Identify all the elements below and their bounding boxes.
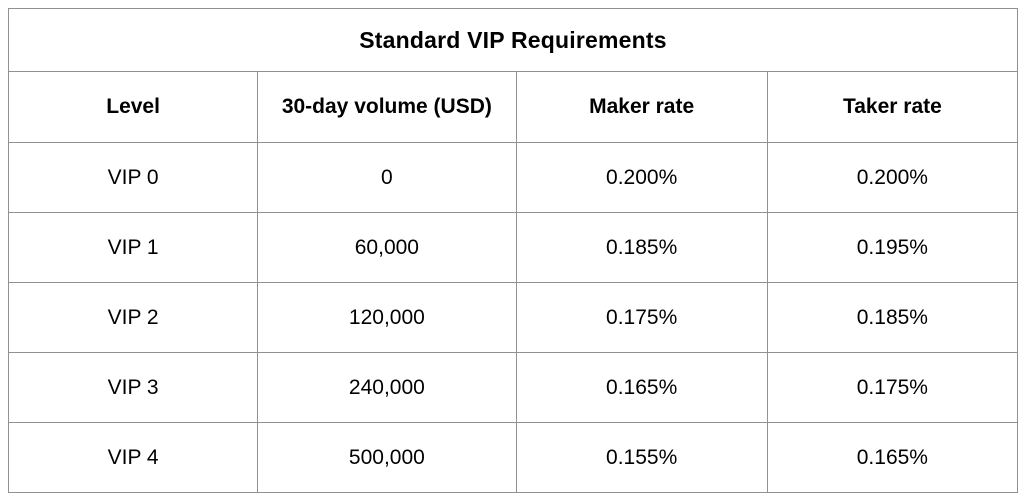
cell-maker-rate: 0.175% [515,282,768,353]
table-row-vip4: VIP 4 500,000 0.155% 0.165% [7,422,1019,493]
cell-taker-rate: 0.185% [766,282,1019,353]
column-header-taker-rate: Taker rate [766,71,1019,143]
cell-maker-rate: 0.185% [515,212,768,283]
column-header-volume: 30-day volume (USD) [257,71,517,143]
cell-taker-rate: 0.175% [766,352,1019,423]
cell-volume: 120,000 [257,282,517,353]
table-row-vip0: VIP 0 0 0.200% 0.200% [7,142,1019,213]
table-title: Standard VIP Requirements [8,8,1018,72]
cell-level: VIP 3 [7,352,259,423]
cell-level: VIP 2 [7,282,259,353]
cell-taker-rate: 0.165% [766,422,1019,493]
cell-maker-rate: 0.200% [515,142,768,213]
cell-taker-rate: 0.195% [766,212,1019,283]
column-header-level: Level [7,71,259,143]
cell-maker-rate: 0.165% [515,352,768,423]
cell-volume: 500,000 [257,422,517,493]
table-row-vip3: VIP 3 240,000 0.165% 0.175% [7,352,1019,423]
cell-volume: 0 [257,142,517,213]
cell-volume: 240,000 [257,352,517,423]
vip-requirements-table-container: Standard VIP Requirements Level 30-day v… [7,8,1019,493]
header-row: Level 30-day volume (USD) Maker rate Tak… [7,71,1019,143]
cell-volume: 60,000 [257,212,517,283]
column-header-maker-rate: Maker rate [515,71,768,143]
vip-requirements-table: Standard VIP Requirements Level 30-day v… [7,8,1019,493]
title-row: Standard VIP Requirements [8,8,1018,72]
table-row-vip2: VIP 2 120,000 0.175% 0.185% [7,282,1019,353]
table-row-vip1: VIP 1 60,000 0.185% 0.195% [7,212,1019,283]
cell-maker-rate: 0.155% [515,422,768,493]
cell-level: VIP 4 [7,422,259,493]
cell-level: VIP 0 [7,142,259,213]
cell-taker-rate: 0.200% [766,142,1019,213]
cell-level: VIP 1 [7,212,259,283]
